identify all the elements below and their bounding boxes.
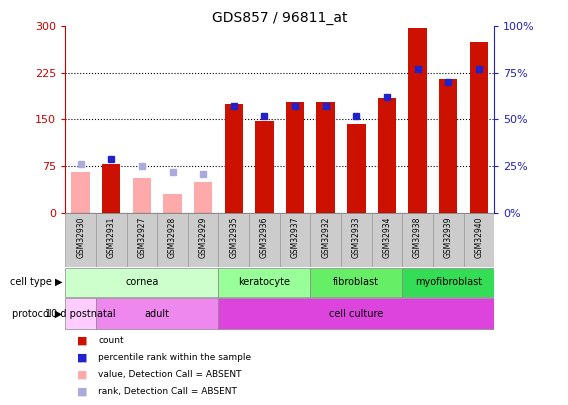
Text: ■: ■: [77, 369, 87, 379]
Text: 10 d postnatal: 10 d postnatal: [45, 309, 116, 319]
Bar: [127, 213, 157, 267]
Text: ■: ■: [77, 352, 87, 362]
Bar: [157, 213, 188, 267]
Bar: [371, 213, 402, 267]
Bar: [347, 124, 366, 213]
Bar: [470, 42, 488, 213]
Text: GSM32938: GSM32938: [413, 217, 422, 258]
Title: GDS857 / 96811_at: GDS857 / 96811_at: [212, 11, 348, 25]
Text: value, Detection Call = ABSENT: value, Detection Call = ABSENT: [98, 370, 242, 379]
Text: cornea: cornea: [125, 277, 158, 288]
Bar: [341, 213, 371, 267]
Text: cell type ▶: cell type ▶: [10, 277, 62, 288]
Bar: [280, 213, 310, 267]
Bar: [463, 213, 494, 267]
Text: GSM32930: GSM32930: [76, 217, 85, 258]
Text: GSM32933: GSM32933: [352, 217, 361, 258]
Text: rank, Detection Call = ABSENT: rank, Detection Call = ABSENT: [98, 387, 237, 396]
Text: cell culture: cell culture: [329, 309, 383, 319]
Bar: [65, 213, 96, 267]
Bar: [402, 268, 494, 297]
Bar: [194, 181, 212, 213]
Text: GSM32939: GSM32939: [444, 217, 453, 258]
Text: GSM32935: GSM32935: [229, 217, 239, 258]
Bar: [65, 268, 219, 297]
Bar: [249, 213, 280, 267]
Bar: [439, 79, 457, 213]
Text: adult: adult: [145, 309, 170, 319]
Text: ■: ■: [77, 386, 87, 396]
Text: fibroblast: fibroblast: [333, 277, 379, 288]
Text: GSM32932: GSM32932: [321, 217, 330, 258]
Bar: [102, 164, 120, 213]
Bar: [286, 102, 304, 213]
Bar: [219, 298, 494, 329]
Bar: [219, 213, 249, 267]
Bar: [255, 122, 274, 213]
Text: keratocyte: keratocyte: [239, 277, 290, 288]
Text: GSM32937: GSM32937: [291, 217, 299, 258]
Bar: [310, 213, 341, 267]
Bar: [96, 298, 219, 329]
Text: GSM32929: GSM32929: [199, 217, 208, 258]
Bar: [72, 172, 90, 213]
Text: count: count: [98, 336, 124, 345]
Bar: [310, 268, 402, 297]
Text: GSM32931: GSM32931: [107, 217, 116, 258]
Bar: [219, 268, 310, 297]
Text: GSM32934: GSM32934: [382, 217, 391, 258]
Bar: [402, 213, 433, 267]
Bar: [188, 213, 219, 267]
Bar: [96, 213, 127, 267]
Text: myofibroblast: myofibroblast: [415, 277, 482, 288]
Bar: [408, 28, 427, 213]
Text: GSM32927: GSM32927: [137, 217, 147, 258]
Bar: [164, 194, 182, 213]
Bar: [224, 104, 243, 213]
Bar: [316, 102, 335, 213]
Text: percentile rank within the sample: percentile rank within the sample: [98, 353, 252, 362]
Bar: [378, 98, 396, 213]
Bar: [433, 213, 463, 267]
Text: GSM32940: GSM32940: [474, 217, 483, 258]
Text: GSM32928: GSM32928: [168, 217, 177, 258]
Bar: [65, 298, 96, 329]
Text: ■: ■: [77, 335, 87, 345]
Text: protocol ▶: protocol ▶: [12, 309, 62, 319]
Text: GSM32936: GSM32936: [260, 217, 269, 258]
Bar: [133, 179, 151, 213]
